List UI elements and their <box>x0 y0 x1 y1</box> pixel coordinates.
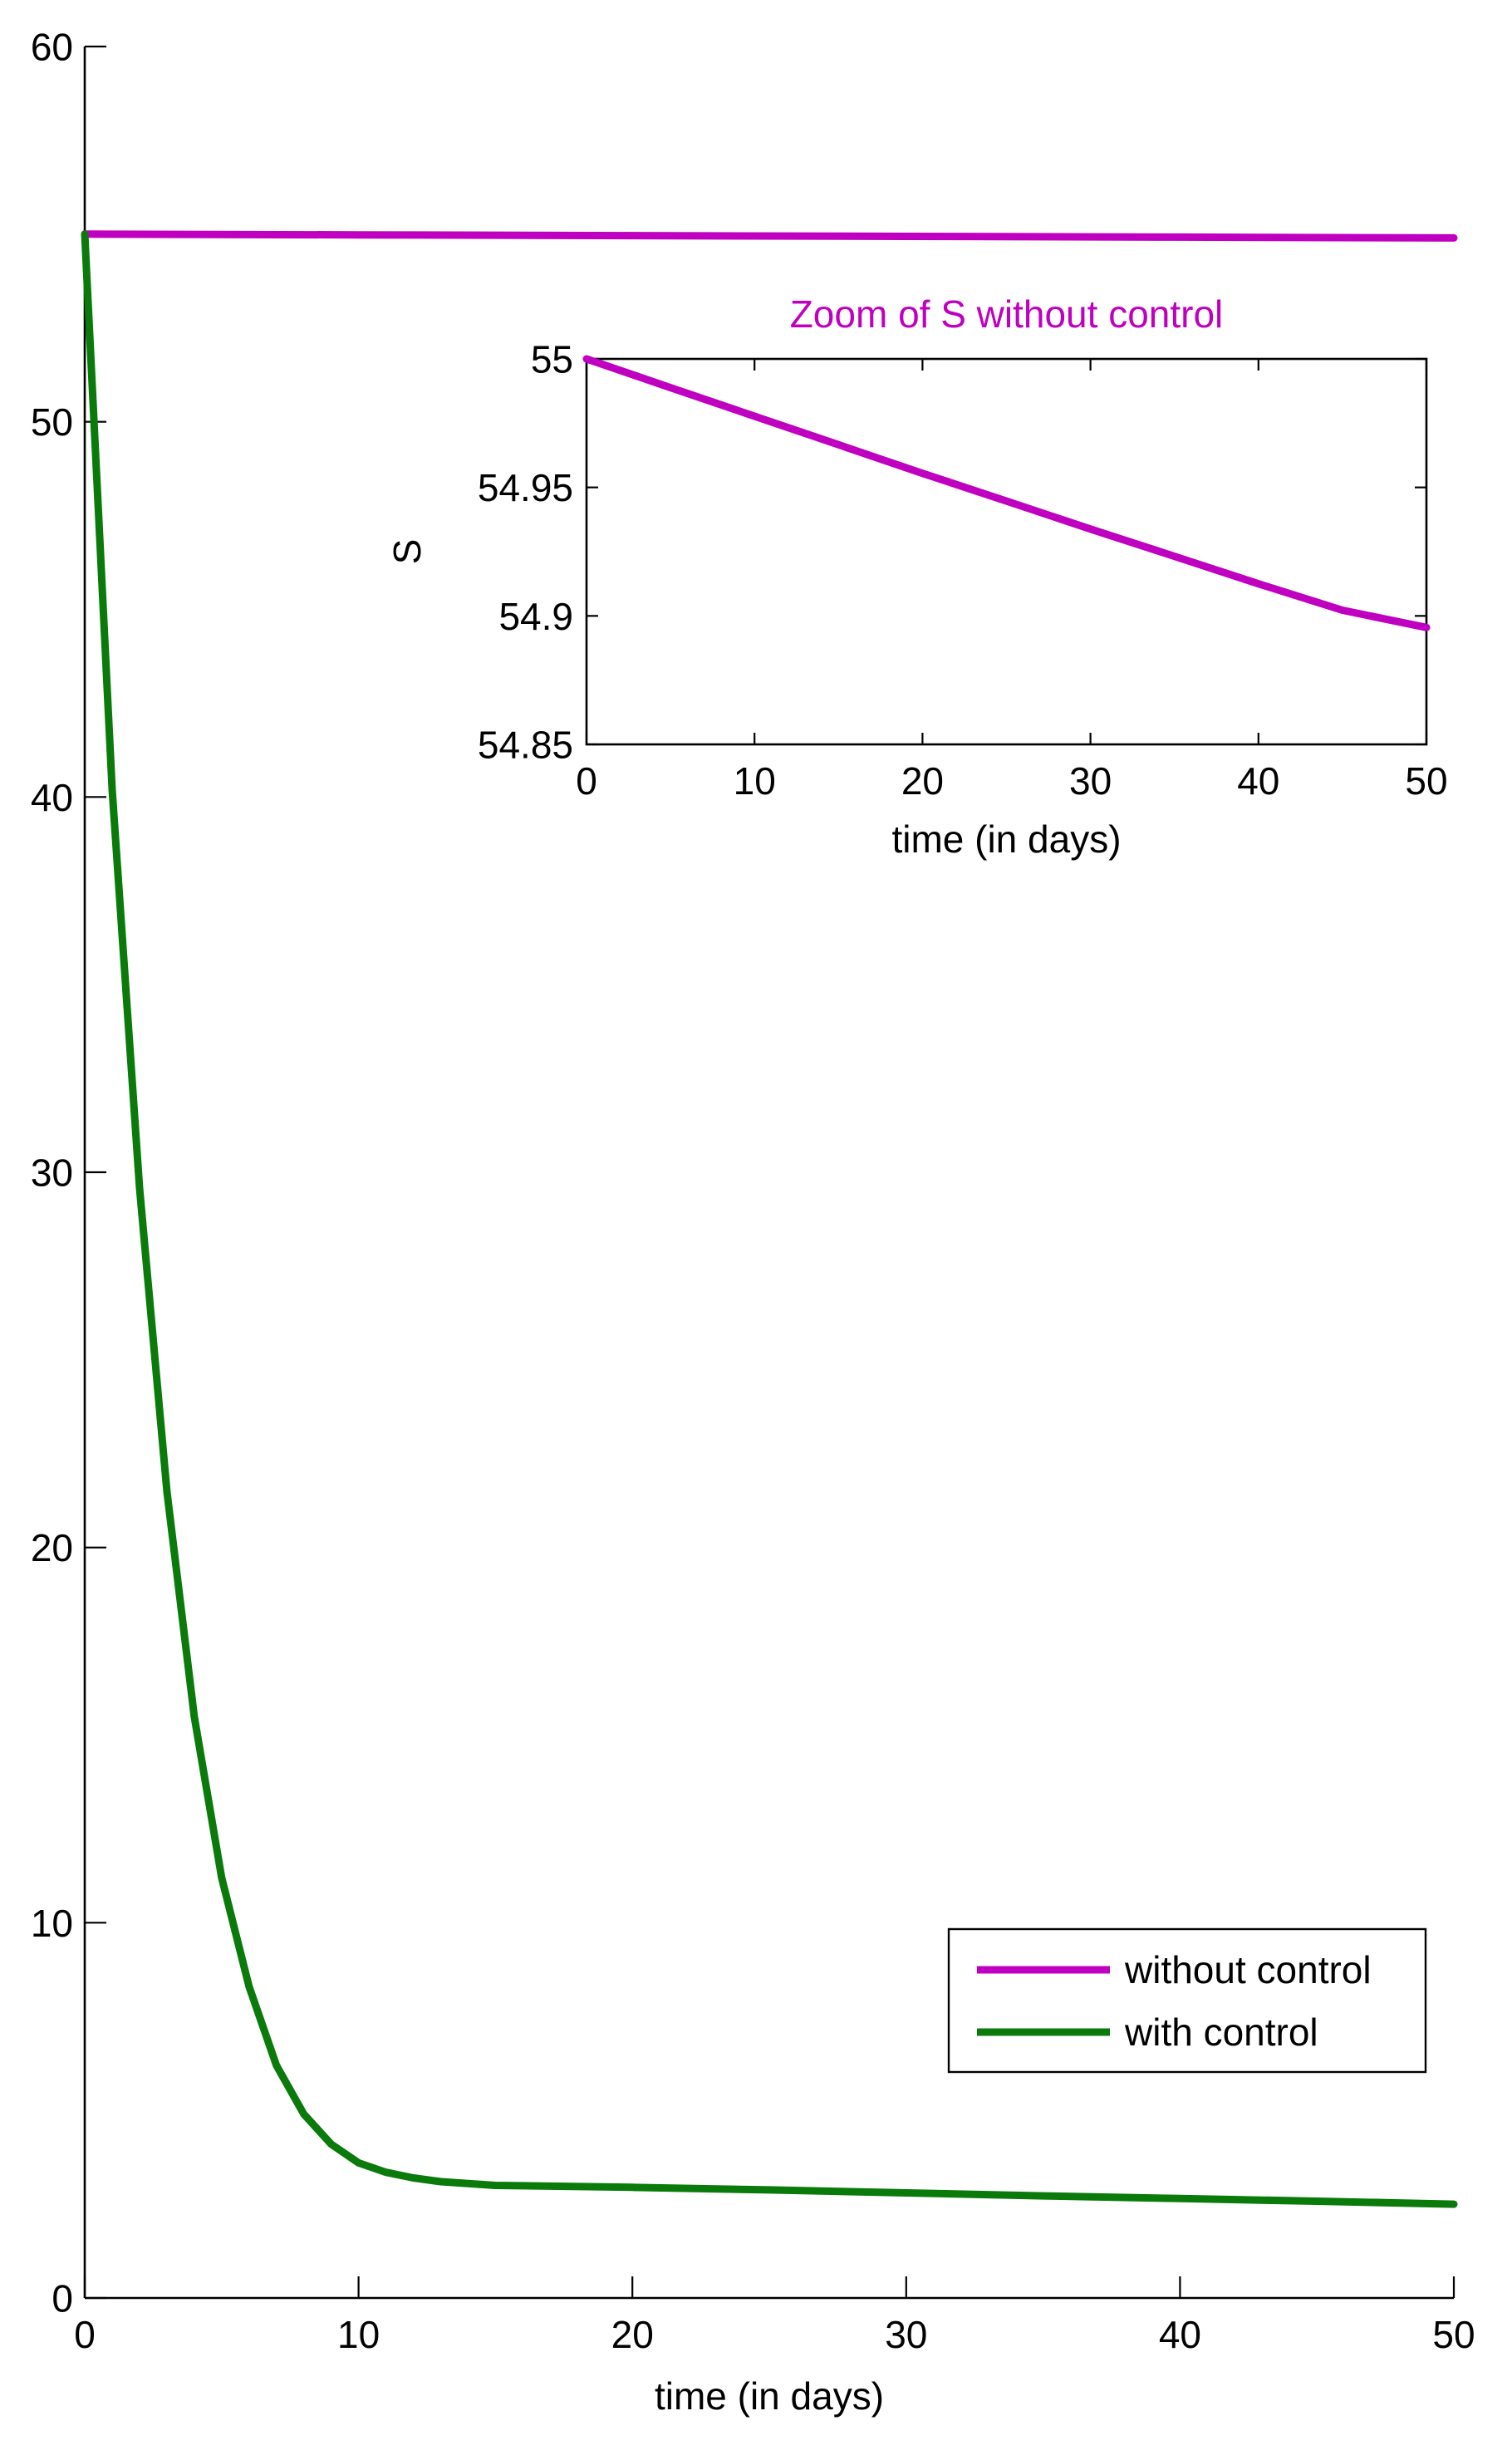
main-x-tick-label: 10 <box>337 2313 380 2356</box>
inset-series-line-0 <box>582 355 1431 631</box>
inset-title: Zoom of S without control <box>790 292 1224 336</box>
inset-x-tick-label: 40 <box>1237 759 1279 803</box>
main-x-tick-label: 0 <box>74 2313 96 2356</box>
inset-plot-frame <box>585 357 1428 746</box>
main-y-tick-label: 30 <box>31 1151 73 1195</box>
legend-box <box>947 1927 1427 2074</box>
main-x-tick-label: 30 <box>885 2313 927 2356</box>
legend: without control with control <box>947 1927 1427 2074</box>
legend-label: without control <box>1124 1948 1372 1991</box>
main-y-tick-label: 40 <box>31 776 73 819</box>
inset-y-axis-label: S <box>385 539 429 565</box>
inset-x-tick-label: 30 <box>1069 759 1112 803</box>
main-x-tick-label: 50 <box>1432 2313 1475 2356</box>
inset-x-tick-label: 20 <box>901 759 944 803</box>
inset-y-tick-label: 54.9 <box>498 595 573 638</box>
inset-y-tick-label: 55 <box>531 338 573 381</box>
main-x-axis-label: time (in days) <box>655 2374 884 2418</box>
main-y-tick-label: 50 <box>31 400 73 444</box>
main-y-tick-label: 60 <box>31 26 73 69</box>
main-y-tick-label: 10 <box>31 1902 73 1945</box>
main-series-line-with-control <box>81 230 1458 2208</box>
inset-y-tick-label: 54.95 <box>478 466 573 509</box>
main-y-tick-label: 0 <box>52 2277 73 2320</box>
main-x-tick-label: 20 <box>611 2313 654 2356</box>
main-y-tick-label: 20 <box>31 1526 73 1569</box>
inset-plot: 0 10 20 30 40 50 54.85 54.9 54.95 55 time (in days… <box>385 292 1448 861</box>
main-plot: 0 10 20 30 40 50 0 10 20 30 40 50 60 time (in days) <box>31 26 1475 2418</box>
main-series-line-without-control <box>81 230 1458 242</box>
main-x-tick-label: 40 <box>1159 2313 1201 2356</box>
inset-x-tick-label: 0 <box>576 759 597 803</box>
legend-label: with control <box>1124 2011 1318 2054</box>
inset-y-tick-label: 54.85 <box>478 724 573 767</box>
inset-x-axis-label: time (in days) <box>891 818 1121 861</box>
inset-x-tick-label: 50 <box>1405 759 1447 803</box>
inset-x-tick-label: 10 <box>734 759 776 803</box>
